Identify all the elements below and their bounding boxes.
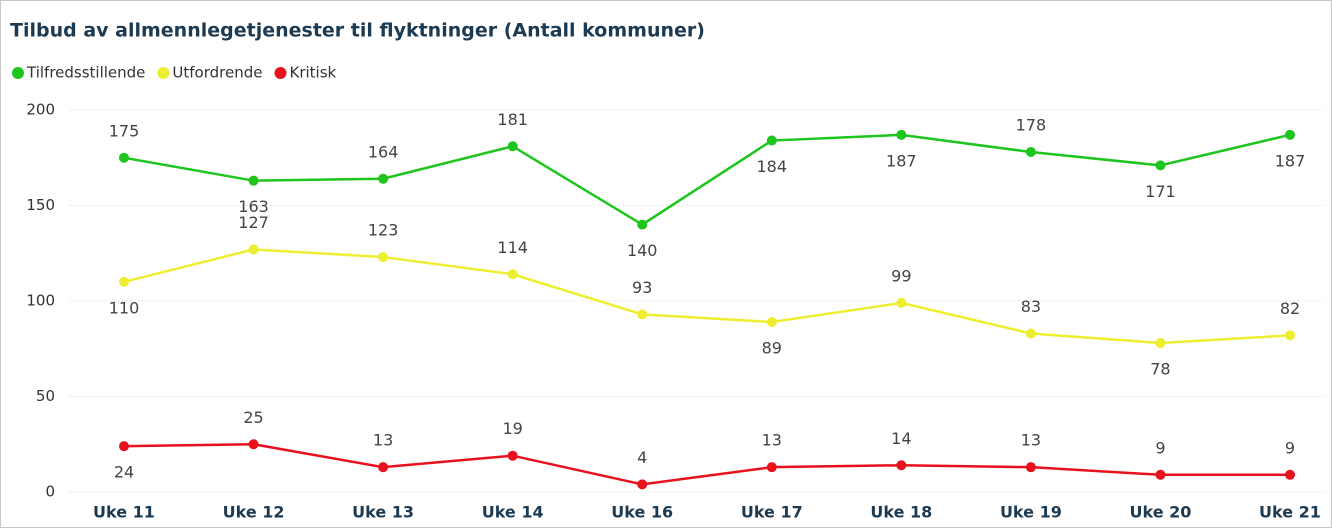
data-label: 187	[886, 151, 917, 170]
data-label: 13	[1021, 431, 1041, 450]
y-tick-label: 50	[36, 387, 55, 405]
x-tick-label: Uke 19	[1000, 503, 1062, 522]
data-point	[119, 152, 129, 163]
data-point	[1285, 330, 1295, 341]
data-label: 187	[1275, 151, 1306, 170]
data-point	[766, 135, 777, 146]
data-label: 24	[114, 463, 134, 482]
data-label: 9	[1155, 438, 1165, 457]
legend-marker	[12, 67, 24, 79]
data-point	[507, 141, 518, 152]
data-label: 78	[1150, 360, 1170, 379]
y-tick-label: 0	[45, 483, 55, 501]
data-label: 93	[632, 278, 652, 297]
x-tick-label: Uke 17	[741, 503, 803, 522]
data-point	[637, 219, 648, 230]
x-tick-label: Uke 16	[611, 503, 673, 522]
data-point	[1285, 129, 1295, 140]
data-point	[248, 175, 259, 186]
data-label: 83	[1021, 297, 1041, 316]
data-point	[896, 460, 907, 471]
data-point	[637, 479, 648, 490]
data-label: 9	[1285, 438, 1295, 457]
data-point	[1025, 147, 1036, 158]
data-point	[896, 129, 907, 140]
data-label: 99	[891, 266, 911, 285]
data-label: 25	[243, 408, 263, 427]
data-label: 19	[502, 419, 522, 438]
data-label: 175	[109, 121, 140, 140]
data-point	[1155, 469, 1166, 480]
data-point	[896, 297, 907, 308]
x-tick-label: Uke 11	[93, 503, 155, 522]
data-label: 184	[757, 157, 788, 176]
data-label: 110	[109, 298, 140, 317]
data-label: 178	[1016, 116, 1047, 135]
data-label: 140	[627, 241, 658, 260]
legend-marker	[274, 67, 287, 79]
data-label: 114	[497, 238, 528, 257]
series-line	[123, 442, 1290, 486]
legend-label: Tilfredsstillende	[26, 64, 145, 82]
data-point	[378, 173, 389, 184]
data-label: 82	[1280, 299, 1300, 318]
data-label: 171	[1145, 182, 1176, 201]
data-label: 13	[373, 431, 393, 450]
data-label: 181	[497, 110, 528, 129]
x-tick-label: Uke 21	[1259, 503, 1321, 522]
data-point	[1155, 160, 1166, 171]
data-point	[766, 462, 777, 473]
y-tick-label: 150	[26, 196, 55, 214]
data-point	[1025, 462, 1036, 473]
data-point	[378, 252, 389, 263]
x-tick-label: Uke 18	[870, 503, 932, 522]
chart-title: Tilbud av allmennlegetjenester til flykt…	[10, 20, 705, 42]
legend-label: Utfordrende	[172, 64, 262, 82]
data-point	[119, 276, 129, 287]
x-tick-label: Uke 20	[1129, 503, 1191, 522]
data-point	[248, 439, 259, 450]
data-label: 89	[762, 339, 782, 358]
data-point	[1285, 469, 1295, 480]
data-label: 123	[368, 221, 399, 240]
data-label: 4	[637, 448, 647, 467]
data-point	[766, 317, 777, 328]
data-label: 163	[238, 197, 269, 216]
data-point	[507, 269, 518, 280]
series-line	[123, 248, 1291, 345]
data-label: 13	[762, 431, 782, 450]
x-tick-label: Uke 13	[352, 503, 414, 522]
data-label: 14	[891, 429, 911, 448]
data-point	[378, 462, 389, 473]
data-point	[637, 309, 648, 320]
legend-label: Kritisk	[289, 64, 336, 82]
data-point	[119, 441, 129, 452]
data-label: 127	[238, 213, 269, 232]
data-point	[507, 450, 518, 461]
x-tick-label: Uke 14	[482, 503, 544, 522]
data-point	[1155, 338, 1166, 349]
data-point	[248, 244, 259, 255]
series-line	[123, 133, 1291, 227]
data-label: 164	[368, 142, 399, 161]
data-point	[1025, 328, 1036, 339]
y-tick-label: 200	[26, 101, 55, 119]
y-tick-label: 100	[26, 292, 55, 310]
legend-marker	[157, 67, 170, 79]
x-tick-label: Uke 12	[223, 503, 285, 522]
